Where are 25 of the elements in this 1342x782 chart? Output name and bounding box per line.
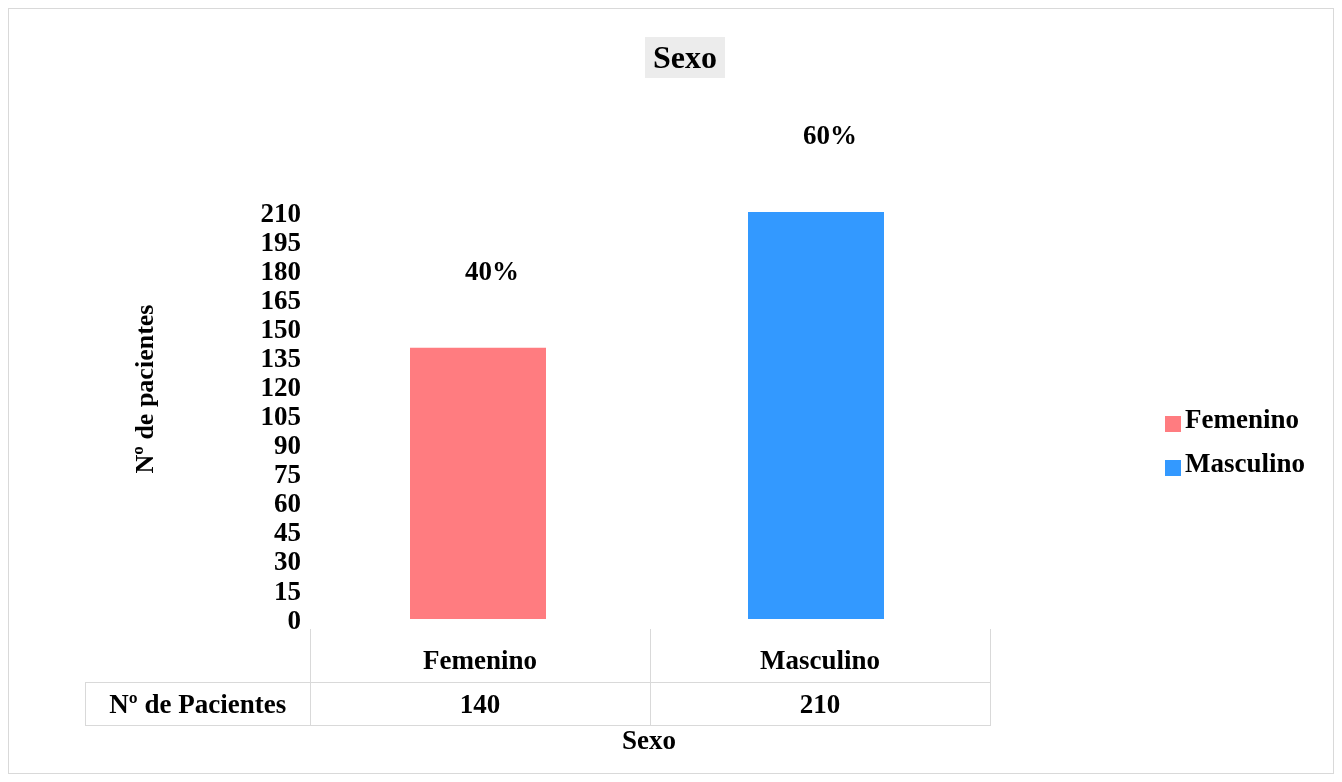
y-tick-label: 135: [260, 342, 301, 373]
annotation: 60%: [803, 120, 857, 151]
y-tick-label: 105: [260, 401, 301, 432]
y-tick-label: 180: [260, 255, 301, 286]
y-tick-label: 15: [274, 575, 301, 606]
y-axis-title: Nº de pacientes: [130, 304, 160, 474]
y-tick-label: 75: [274, 459, 301, 490]
y-tick-label: 60: [274, 488, 301, 519]
annotation: 40%: [465, 255, 519, 287]
x-axis-title: Sexo: [645, 37, 725, 78]
data-label: 140: [459, 688, 501, 719]
y-tick-label: 30: [274, 546, 301, 577]
y-tick-label: 165: [260, 284, 301, 315]
y-tick-label: 45: [274, 517, 301, 548]
y-tick-label: 120: [260, 372, 301, 403]
legend-label: Masculino: [1185, 448, 1306, 478]
y-tick-label: 90: [274, 430, 301, 461]
y-tick-label: 0: [287, 604, 301, 635]
text: Nº de Pacientes: [109, 688, 287, 719]
y-tick-label: 210: [260, 197, 301, 228]
legend-label: Femenino: [1185, 404, 1299, 434]
data-label: 210: [799, 688, 841, 719]
text: Sexo: [622, 725, 676, 756]
y-tick-label: 195: [260, 226, 301, 257]
y-tick-label: 150: [260, 313, 301, 344]
